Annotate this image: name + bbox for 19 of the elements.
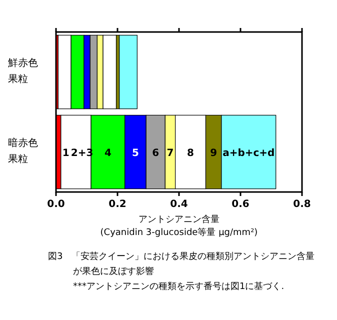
- x-tick-label: 0.6: [232, 199, 250, 210]
- x-tick-label: 0.4: [170, 199, 188, 210]
- x-tick-label: 0.0: [47, 199, 65, 210]
- x-tick-label: 0.2: [108, 199, 126, 210]
- y-tick-label: 暗赤色果粒: [8, 136, 39, 167]
- series-label: a+b+c+d: [222, 148, 275, 159]
- series-label: 4: [104, 148, 112, 159]
- series-label: 9: [210, 148, 218, 159]
- text: ***アントシアニンの種類を示す番号は図1に基づく.: [72, 280, 286, 294]
- series-label: 6: [152, 148, 160, 159]
- bar: [119, 34, 138, 110]
- series-label: 7: [166, 148, 174, 159]
- y-tick-label: 鮮赤色果粒: [8, 56, 39, 87]
- x-axis-title: アントシアニン含量 (Cyanidin 3-glucoside等量 μg/mm²): [100, 214, 258, 238]
- series-label: 8: [187, 148, 194, 159]
- series-label: 1: [62, 148, 70, 159]
- series-label: 5: [132, 148, 140, 159]
- caption: 図3 「安芸クイーン」における果皮の種類別アントシアニン含量が果色に及ぼす影響: [47, 250, 316, 279]
- x-tick-label: 0.8: [293, 199, 311, 210]
